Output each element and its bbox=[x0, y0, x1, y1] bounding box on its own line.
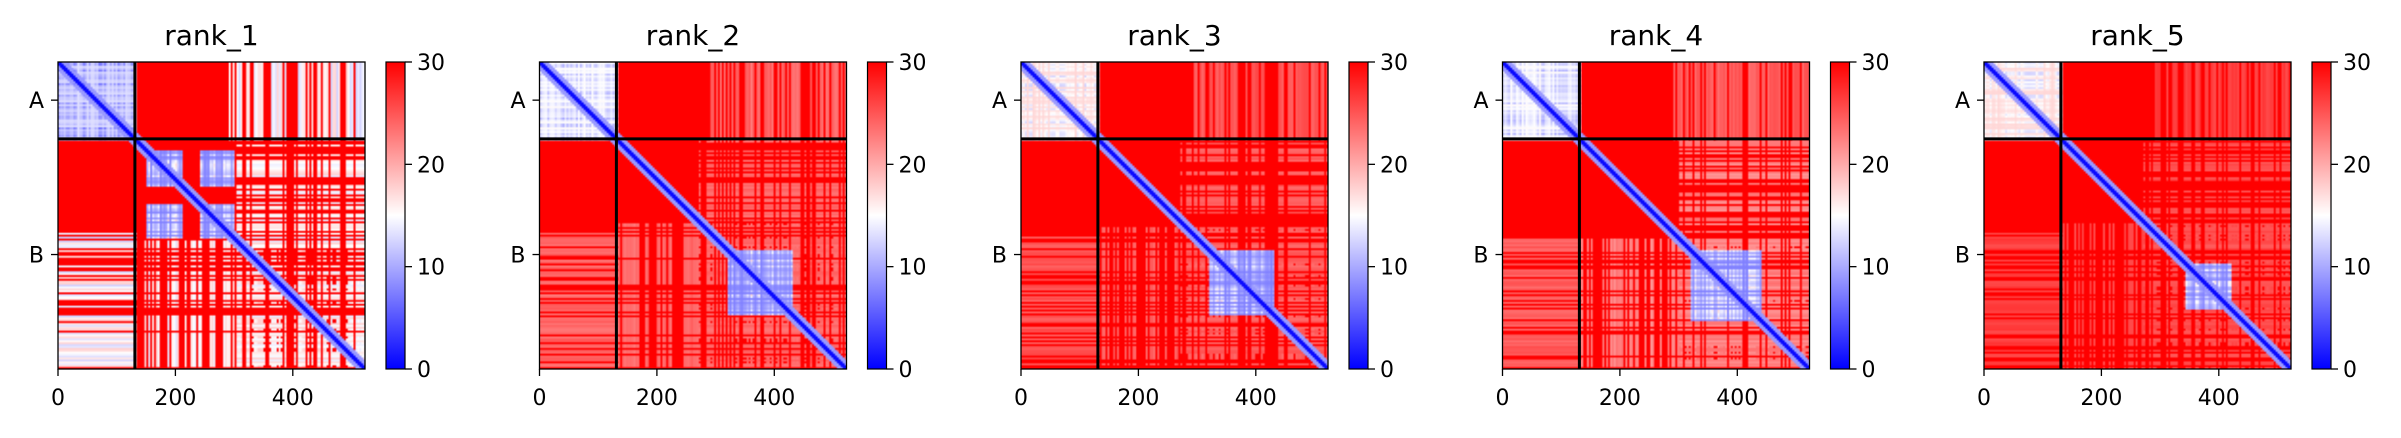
x-tick-label: 0 bbox=[1977, 386, 1991, 411]
heatmap-panel-5: rank_5 0 200 400 A B 0 10 20 30 bbox=[1955, 19, 2371, 411]
colorbar-tick-label: 10 bbox=[1380, 256, 1408, 281]
colorbar-tick-label: 30 bbox=[1862, 51, 1890, 76]
colorbar-tick-label: 0 bbox=[417, 358, 431, 383]
heatmap-panel-2: rank_2 0 200 400 A B 0 10 20 30 bbox=[510, 19, 926, 411]
y-tick-label: B bbox=[510, 244, 525, 269]
colorbar-tick-label: 30 bbox=[2343, 51, 2371, 76]
x-tick-label: 400 bbox=[272, 386, 314, 411]
heatmap-image bbox=[539, 62, 847, 369]
y-tick-label: B bbox=[992, 244, 1007, 269]
colorbar-tick-label: 0 bbox=[899, 358, 913, 383]
panel-title: rank_2 bbox=[646, 19, 740, 52]
colorbar-tick-label: 30 bbox=[899, 51, 927, 76]
colorbar bbox=[1829, 61, 1851, 370]
axes-frame bbox=[57, 61, 366, 370]
y-tick-label: B bbox=[1955, 244, 1970, 269]
panel-title: rank_4 bbox=[1609, 19, 1703, 52]
axes-frame bbox=[1020, 61, 1329, 370]
x-tick-label: 200 bbox=[154, 386, 196, 411]
x-tick-label: 400 bbox=[2198, 386, 2240, 411]
x-tick-label: 200 bbox=[2080, 386, 2122, 411]
x-tick-label: 0 bbox=[51, 386, 65, 411]
colorbar-tick-label: 0 bbox=[1380, 358, 1394, 383]
panel-title: rank_1 bbox=[164, 19, 258, 52]
heatmap-panel-4: rank_4 0 200 400 A B 0 10 20 30 bbox=[1473, 19, 1889, 411]
x-tick-label: 200 bbox=[636, 386, 678, 411]
colorbar-tick-label: 20 bbox=[1862, 153, 1890, 178]
heatmap-image bbox=[1502, 62, 1810, 369]
x-tick-label: 200 bbox=[1117, 386, 1159, 411]
colorbar bbox=[1348, 61, 1369, 370]
y-tick-label: A bbox=[510, 89, 525, 114]
colorbar bbox=[2311, 61, 2332, 370]
heatmap-image bbox=[1984, 62, 2291, 369]
colorbar-tick-label: 30 bbox=[417, 51, 445, 76]
colorbar-tick-label: 20 bbox=[1380, 153, 1408, 178]
colorbar-tick-label: 10 bbox=[417, 256, 445, 281]
panel-title: rank_5 bbox=[2090, 19, 2184, 52]
colorbar-tick-label: 20 bbox=[2343, 153, 2371, 178]
heatmap-panel-3: rank_3 0 200 400 A B 0 10 20 30 bbox=[992, 19, 1408, 411]
colorbar-tick-label: 10 bbox=[1862, 256, 1890, 281]
colorbar-tick-label: 30 bbox=[1380, 51, 1408, 76]
x-tick-label: 400 bbox=[1716, 386, 1758, 411]
colorbar-tick-label: 0 bbox=[1862, 358, 1876, 383]
x-tick-label: 0 bbox=[533, 386, 547, 411]
heatmap-image bbox=[1021, 62, 1328, 369]
colorbar-tick-label: 0 bbox=[2343, 358, 2357, 383]
y-tick-label: A bbox=[1955, 89, 1970, 114]
colorbar-tick-label: 10 bbox=[899, 256, 927, 281]
axes-frame bbox=[538, 61, 848, 370]
axes-frame bbox=[1983, 61, 2292, 370]
x-tick-label: 0 bbox=[1014, 386, 1028, 411]
y-tick-label: A bbox=[1473, 89, 1488, 114]
y-tick-label: A bbox=[992, 89, 1007, 114]
y-tick-label: B bbox=[1473, 244, 1488, 269]
colorbar-tick-label: 20 bbox=[417, 153, 445, 178]
colorbar-tick-label: 10 bbox=[2343, 256, 2371, 281]
axes-frame bbox=[1501, 61, 1811, 370]
colorbar bbox=[866, 61, 888, 370]
y-tick-label: A bbox=[29, 89, 44, 114]
y-tick-label: B bbox=[29, 244, 44, 269]
heatmap-panel-1: rank_1 0 200 400 A B 0 10 20 30 bbox=[29, 19, 445, 411]
x-tick-label: 400 bbox=[1235, 386, 1277, 411]
x-tick-label: 400 bbox=[753, 386, 795, 411]
x-tick-label: 200 bbox=[1599, 386, 1641, 411]
colorbar bbox=[385, 61, 406, 370]
colorbar-tick-label: 20 bbox=[899, 153, 927, 178]
panel-title: rank_3 bbox=[1127, 19, 1221, 52]
heatmap-image bbox=[58, 62, 365, 369]
x-tick-label: 0 bbox=[1496, 386, 1510, 411]
